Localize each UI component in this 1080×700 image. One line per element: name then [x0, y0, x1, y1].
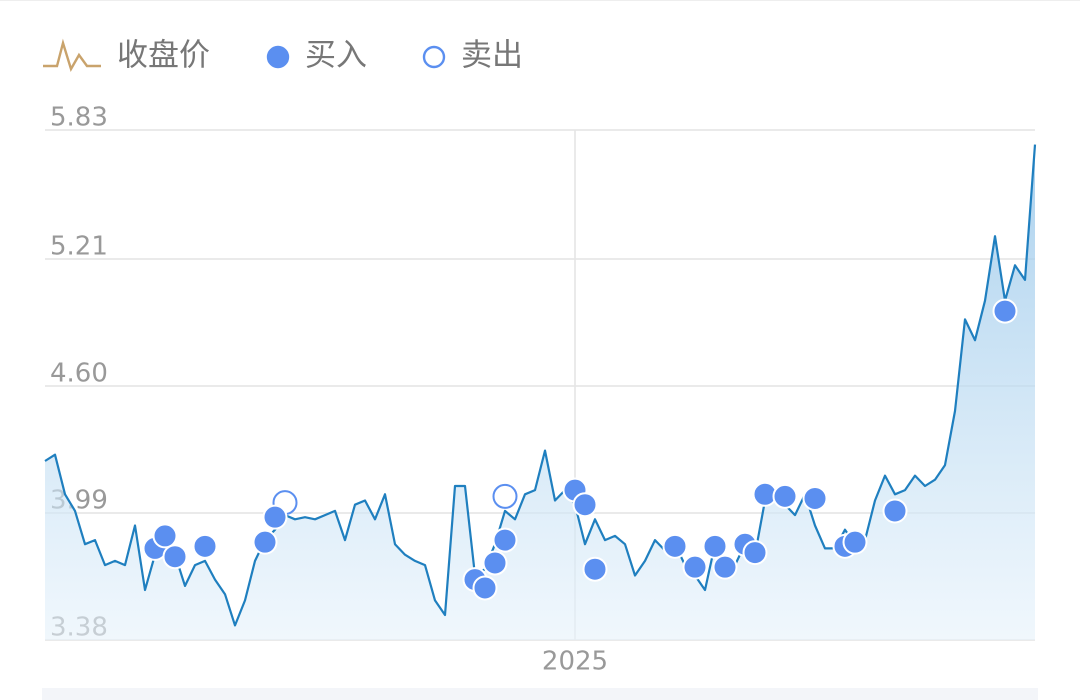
buy-marker — [582, 556, 608, 582]
buy-marker — [882, 498, 908, 524]
buy-marker — [682, 554, 708, 580]
buy-marker — [152, 523, 178, 549]
buy-marker — [262, 504, 288, 530]
legend-label: 买入 — [305, 38, 367, 74]
buy-marker — [482, 550, 508, 576]
buy-marker — [492, 527, 518, 553]
buy-marker — [702, 533, 728, 559]
buy-marker — [742, 540, 768, 566]
buy-marker — [802, 485, 828, 511]
buy-marker — [162, 544, 188, 570]
sell-marker — [492, 483, 518, 509]
buy-marker — [772, 483, 798, 509]
buy-marker — [572, 492, 598, 518]
legend-label: 卖出 — [461, 38, 523, 74]
legend-icon — [43, 38, 101, 73]
legend-label: 收盘价 — [117, 38, 210, 74]
legend-icon — [266, 45, 290, 69]
legend-icon — [422, 45, 446, 69]
bottom-strip — [42, 688, 1038, 700]
buy-marker — [712, 554, 738, 580]
y-tick-label: 5.21 — [50, 232, 108, 262]
buy-marker — [662, 533, 688, 559]
buy-marker — [472, 575, 498, 601]
buy-marker — [842, 529, 868, 555]
area-fill — [45, 144, 1035, 640]
buy-marker — [192, 533, 218, 559]
buy-marker — [992, 298, 1018, 324]
buy-marker — [252, 529, 278, 555]
y-tick-label: 4.60 — [50, 359, 108, 389]
price-line — [44, 144, 1037, 627]
x-tick-label: 2025 — [542, 647, 608, 677]
y-tick-label: 5.83 — [50, 103, 108, 133]
